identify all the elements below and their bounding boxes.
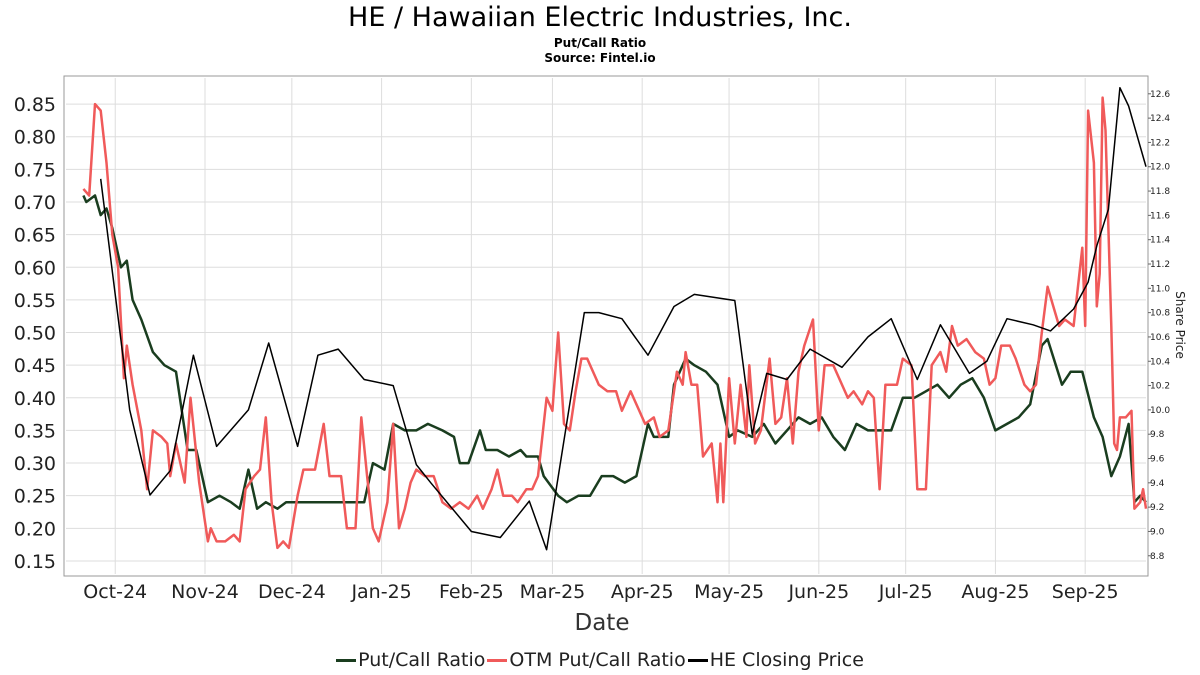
x-axis-title: Date [575,610,630,636]
y-right-tick-label: 10.2 [1150,382,1170,392]
legend-label: OTM Put/Call Ratio [509,649,686,671]
y-right-tick-label: 11.0 [1150,284,1170,294]
legend: Put/Call Ratio OTM Put/Call Ratio HE Closi… [0,646,1200,674]
legend-swatch [687,658,708,662]
legend-item: Put/Call Ratio [336,649,485,671]
y-left-tick-label: 0.45 [14,355,56,377]
y-left-tick-label: 0.60 [14,257,56,279]
chart-source: Source: Fintel.io [544,51,656,65]
y-left-tick-label: 0.75 [14,159,56,181]
y-right-tick-label: 10.8 [1150,309,1170,319]
right-axis-title: Share Price [1173,291,1187,359]
chart-title: HE / Hawaiian Electric Industries, Inc. [348,2,852,33]
y-left-tick-label: 0.85 [14,94,56,116]
x-tick-label: May-25 [694,581,764,603]
y-right-tick-label: 8.8 [1150,552,1165,562]
right-axis-ticks: 8.8 9.0 9.2 9.4 9.6 9.8 10.0 10.2 10.4 10.6 10.8 11… [1148,90,1170,562]
y-left-tick-label: 0.50 [14,323,56,345]
series-layer [82,86,1148,551]
left-axis-ticks: 0.15 0.20 0.25 0.30 0.35 0.40 0.45 0.50 0.55 0.60… [14,94,56,573]
x-tick-label: Aug-25 [961,581,1029,603]
series-line-put-call-ratio [82,194,1147,510]
x-tick-label: Feb-25 [439,581,504,603]
x-tick-label: Jun-25 [787,581,849,603]
series-line-otm-put-call-ratio [82,96,1148,550]
legend-swatch [487,658,508,662]
legend-label: HE Closing Price [709,649,864,671]
legend-item: HE Closing Price [687,649,864,671]
y-right-tick-label: 9.4 [1150,479,1165,489]
x-tick-label: Jul-25 [878,581,933,603]
y-right-tick-label: 10.4 [1150,357,1170,367]
legend-swatch [336,658,357,662]
series-line-he-closing-price [99,86,1147,551]
y-right-tick-label: 9.2 [1150,503,1164,513]
x-tick-label: Mar-25 [520,581,586,603]
y-left-tick-label: 0.80 [14,127,56,149]
y-right-tick-label: 9.8 [1150,430,1165,440]
legend-label: Put/Call Ratio [358,649,486,671]
legend-item: OTM Put/Call Ratio [487,649,686,671]
y-right-tick-label: 11.4 [1150,236,1170,246]
y-left-tick-label: 0.15 [14,551,56,573]
y-right-tick-label: 12.2 [1150,138,1170,148]
x-tick-label: Dec-24 [258,581,326,603]
y-left-tick-label: 0.40 [14,388,56,410]
y-right-tick-label: 12.4 [1150,114,1170,124]
y-left-tick-label: 0.65 [14,225,56,247]
y-left-tick-label: 0.35 [14,420,56,442]
y-right-tick-label: 9.0 [1150,527,1165,537]
grid-layer [66,78,1146,574]
x-tick-label: Nov-24 [171,581,239,603]
x-tick-label: Jan-25 [350,581,411,603]
plot-frame [63,75,1149,577]
y-right-tick-label: 12.6 [1150,90,1170,100]
y-left-tick-label: 0.25 [14,486,56,508]
x-axis-ticks: Oct-24 Nov-24 Dec-24 Jan-25 Feb-25 Mar-25 Apr-… [83,581,1118,603]
y-right-tick-label: 11.2 [1150,260,1170,270]
y-right-tick-label: 11.8 [1150,187,1170,197]
chart-plot: 0.15 0.20 0.25 0.30 0.35 0.40 0.45 0.50 0.55 0.60… [14,75,1187,636]
y-right-tick-label: 9.6 [1150,455,1165,465]
x-tick-label: Apr-25 [611,581,674,603]
x-tick-label: Sep-25 [1052,581,1119,603]
y-right-tick-label: 10.6 [1150,333,1170,343]
y-right-tick-label: 12.0 [1150,163,1170,173]
chart-subtitle: Put/Call Ratio [553,36,647,50]
y-right-tick-label: 11.6 [1150,211,1170,221]
y-left-tick-label: 0.30 [14,453,56,475]
y-right-tick-label: 10.0 [1150,406,1170,416]
y-left-tick-label: 0.55 [14,290,56,312]
y-left-tick-label: 0.20 [14,518,56,540]
y-left-tick-label: 0.70 [14,192,56,214]
x-tick-label: Oct-24 [83,581,147,603]
